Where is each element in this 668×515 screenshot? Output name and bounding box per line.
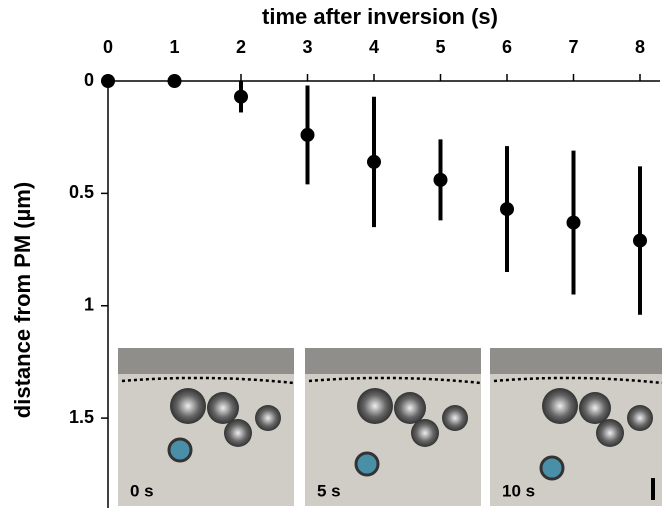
inset-image: 10 s [490,348,663,506]
scale-bar [651,478,655,500]
x-tick-label: 5 [435,37,445,57]
cell [394,392,426,424]
x-tick-label: 0 [103,37,113,57]
data-point [566,215,581,230]
y-tick-label: 1.5 [69,407,94,427]
inset-membrane [305,348,481,374]
x-tick-label: 4 [369,37,379,57]
inset-label: 0 s [130,481,154,500]
data-point [234,89,248,104]
inset-membrane [490,348,662,374]
inset-membrane [118,348,294,374]
cell [596,419,624,447]
x-tick-label: 2 [236,37,246,57]
x-axis-title: time after inversion (s) [262,4,498,29]
membrane-dotted-line [493,376,663,385]
cell [627,405,653,431]
cell [411,419,439,447]
cell [357,388,393,424]
membrane-dotted-line [121,376,295,385]
y-tick-label: 0 [84,70,94,90]
data-point [500,202,514,217]
inset-image: 5 s [305,348,482,506]
data-point [101,74,115,88]
cell [442,405,468,431]
data-point [167,74,182,88]
data-point [633,233,647,248]
membrane-dotted-line [308,376,482,385]
cell [170,388,206,424]
data-point [433,172,448,187]
data-point [300,127,315,142]
cell [224,419,252,447]
y-tick-label: 0.5 [69,182,94,202]
bead [167,437,193,463]
x-tick-label: 1 [169,37,179,57]
y-axis-title: distance from PM (µm) [10,182,35,418]
x-tick-label: 3 [302,37,312,57]
y-tick-label: 1 [84,294,94,314]
inset-label: 10 s [502,481,535,500]
x-tick-label: 6 [502,37,512,57]
inset-image: 0 s [118,348,295,506]
cell [207,392,239,424]
bead [539,455,565,481]
inset-label: 5 s [317,481,341,500]
x-tick-label: 7 [568,37,578,57]
cell [579,392,611,424]
bead [354,451,380,477]
data-point [367,154,381,169]
x-tick-label: 8 [635,37,645,57]
cell [542,388,578,424]
cell [255,405,281,431]
